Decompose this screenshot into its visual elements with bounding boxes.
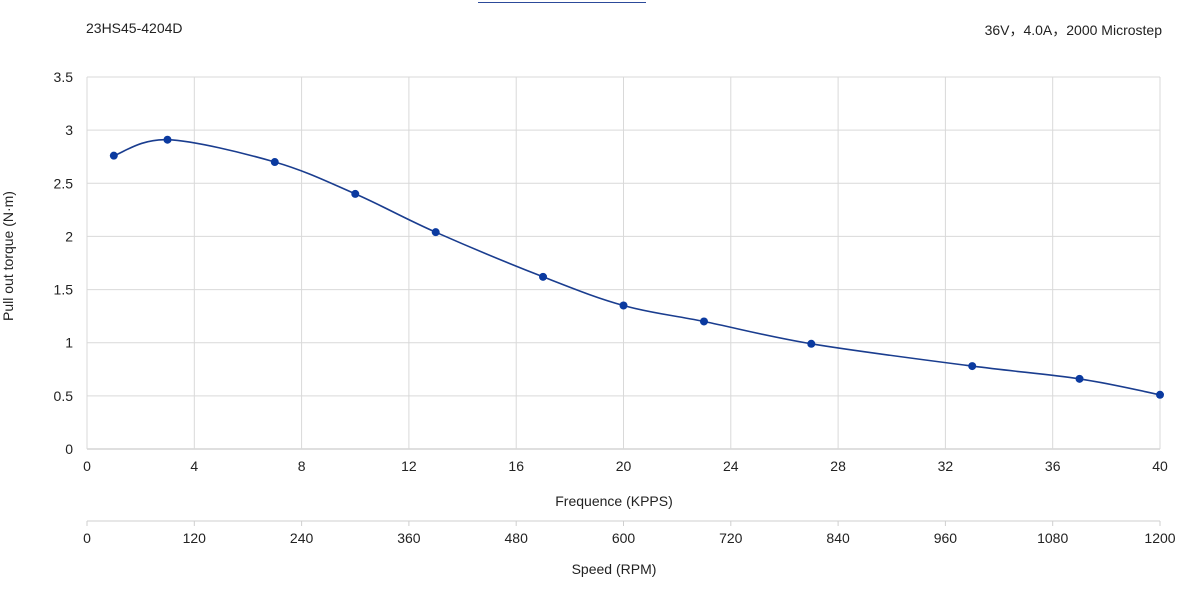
x2-tick-label: 360 <box>397 530 421 546</box>
x2-tick-label: 1200 <box>1144 530 1175 546</box>
drive-settings-label: 36V，4.0A，2000 Microstep <box>984 22 1162 38</box>
x2-tick-label: 840 <box>826 530 850 546</box>
y-tick-label: 3.5 <box>54 69 74 85</box>
y-tick-label: 1.5 <box>54 282 74 298</box>
data-point <box>539 272 548 281</box>
x-axis-label: Frequence (KPPS) <box>555 493 673 509</box>
x-tick-label: 28 <box>830 458 846 474</box>
x2-tick-label: 120 <box>183 530 207 546</box>
data-point <box>619 301 628 310</box>
y-tick-label: 3 <box>65 122 73 138</box>
axes: 0 0.5 1 1.5 2 2.5 3 3.5 0 4 8 12 16 20 24 28 32 36 40 0 120 2… <box>54 69 1176 546</box>
x-tick-label: 12 <box>401 458 417 474</box>
y-axis-label: Pull out torque (N·m) <box>0 191 16 321</box>
model-label: 23HS45-4204D <box>86 20 183 36</box>
x2-tick-label: 960 <box>934 530 958 546</box>
y-tick-label: 0.5 <box>54 388 74 404</box>
y-tick-label: 2 <box>65 228 73 244</box>
x-tick-label: 20 <box>616 458 632 474</box>
data-point <box>807 339 816 348</box>
x2-tick-label: 0 <box>83 530 91 546</box>
x-tick-label: 8 <box>298 458 306 474</box>
data-point <box>270 158 279 167</box>
x-tick-label: 16 <box>508 458 524 474</box>
grid <box>86 76 1161 450</box>
data-point <box>163 135 172 144</box>
data-point <box>351 189 360 198</box>
x2-axis-label: Speed (RPM) <box>572 561 657 577</box>
x2-tick-label: 1080 <box>1037 530 1068 546</box>
torque-curve-line <box>113 138 1161 396</box>
x-tick-label: 0 <box>83 458 91 474</box>
y-tick-label: 2.5 <box>54 175 74 191</box>
data-point <box>1075 374 1084 383</box>
y-tick-label: 0 <box>65 441 73 457</box>
x-tick-label: 4 <box>190 458 198 474</box>
x2-tick-label: 600 <box>612 530 636 546</box>
x-tick-label: 40 <box>1152 458 1168 474</box>
data-point <box>431 228 440 237</box>
x2-tick-label: 720 <box>719 530 743 546</box>
x-tick-label: 36 <box>1045 458 1061 474</box>
series <box>109 135 1164 399</box>
data-point <box>968 362 977 371</box>
data-point <box>699 317 708 326</box>
top-decoration-line <box>478 2 646 3</box>
x2-tick-label: 480 <box>505 530 529 546</box>
x-tick-label: 32 <box>938 458 954 474</box>
x2-tick-label: 240 <box>290 530 314 546</box>
data-point <box>1156 390 1164 399</box>
y-tick-label: 1 <box>65 335 73 351</box>
x-tick-label: 24 <box>723 458 739 474</box>
data-point <box>109 151 118 160</box>
